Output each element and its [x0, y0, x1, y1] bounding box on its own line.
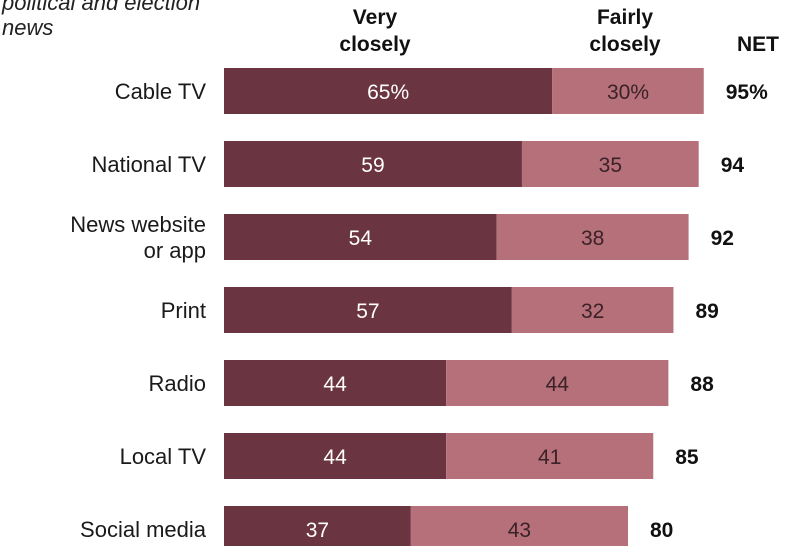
- chart-title-line: news: [2, 15, 53, 40]
- chart-title-line: political and election: [1, 0, 200, 15]
- value-label-fairly-closely: 32: [581, 300, 604, 323]
- value-label-very-closely: 65%: [367, 81, 409, 104]
- bar-fairly-closely: [511, 287, 674, 333]
- category-label: News website: [70, 212, 206, 237]
- bar-fairly-closely: [521, 141, 699, 187]
- value-label-fairly-closely: 44: [546, 373, 570, 396]
- bar-fairly-closely: [446, 360, 669, 406]
- category-label: Local TV: [120, 444, 207, 469]
- header-fairly-closely: Fairly: [597, 6, 653, 29]
- value-label-very-closely: 44: [323, 373, 347, 396]
- column-headers: Very closely Fairly closely NET: [339, 6, 779, 56]
- value-label-very-closely: 54: [349, 227, 373, 250]
- bar-very-closely: [224, 506, 411, 546]
- value-label-very-closely: 59: [361, 154, 384, 177]
- bar-very-closely: [224, 141, 522, 187]
- net-values: 95% 94 92 89 88 85 80: [650, 81, 768, 542]
- value-label-very-closely: 37: [306, 519, 329, 542]
- value-label-very-closely: 57: [356, 300, 379, 323]
- bar-fairly-closely: [446, 433, 654, 479]
- value-label-fairly-closely: 35: [599, 154, 622, 177]
- bar-very-closely: [224, 68, 553, 114]
- header-fairly-closely: closely: [589, 33, 661, 56]
- header-very-closely: Very: [353, 6, 398, 29]
- net-value-label: 95%: [726, 81, 768, 104]
- header-very-closely: closely: [339, 33, 411, 56]
- bar-very-closely: [224, 287, 512, 333]
- value-label-fairly-closely: 43: [508, 519, 531, 542]
- value-label-very-closely: 44: [323, 446, 347, 469]
- net-value-label: 80: [650, 519, 673, 542]
- header-net: NET: [737, 33, 779, 56]
- bar-fairly-closely: [552, 68, 704, 114]
- value-label-fairly-closely: 41: [538, 446, 561, 469]
- bars: [224, 68, 704, 546]
- category-label: Social media: [80, 517, 207, 542]
- bar-very-closely: [224, 433, 447, 479]
- category-label: Print: [161, 298, 206, 323]
- bar-very-closely: [224, 360, 447, 406]
- bar-fairly-closely: [496, 214, 689, 260]
- net-value-label: 89: [695, 300, 718, 323]
- net-value-label: 92: [711, 227, 734, 250]
- net-value-label: 85: [675, 446, 699, 469]
- category-label: Cable TV: [115, 79, 207, 104]
- net-value-label: 94: [721, 154, 745, 177]
- bar-very-closely: [224, 214, 497, 260]
- category-label: or app: [144, 238, 206, 263]
- value-label-fairly-closely: 38: [581, 227, 604, 250]
- value-label-fairly-closely: 30%: [607, 81, 649, 104]
- category-label: Radio: [149, 371, 206, 396]
- bar-fairly-closely: [410, 506, 628, 546]
- net-value-label: 88: [690, 373, 714, 396]
- category-label: National TV: [91, 152, 206, 177]
- bar-value-labels: 65% 30% 59 35 54 38 57 32 44 44 44 41 37 43: [306, 81, 649, 542]
